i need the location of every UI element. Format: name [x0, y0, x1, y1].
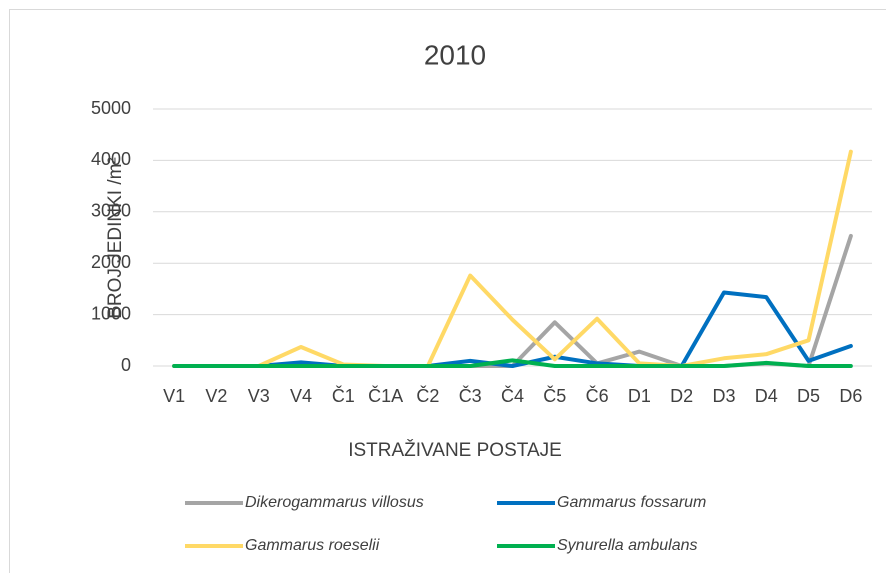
- x-tick-label: D5: [797, 386, 820, 406]
- chart-frame: [10, 10, 886, 574]
- x-tick-label: Č2: [416, 385, 439, 406]
- x-tick-label: Č6: [586, 385, 609, 406]
- legend-label: Dikerogammarus villosus: [245, 494, 424, 511]
- legend-label: Synurella ambulans: [557, 537, 698, 554]
- y-tick-label: 4000: [91, 149, 131, 169]
- x-tick-label: V3: [248, 386, 270, 406]
- x-tick-label: Č3: [459, 385, 482, 406]
- x-tick-label: V2: [205, 386, 227, 406]
- y-tick-label: 1000: [91, 303, 131, 323]
- x-tick-label: Č1A: [368, 385, 403, 406]
- legend-label: Gammarus roeselii: [245, 537, 380, 554]
- x-tick-label: Č5: [543, 385, 566, 406]
- x-tick-label: V1: [163, 386, 185, 406]
- x-tick-label: V4: [290, 386, 312, 406]
- x-tick-label: D6: [839, 386, 862, 406]
- x-tick-label: D1: [628, 386, 651, 406]
- x-axis-label: ISTRAŽIVANE POSTAJE: [348, 439, 562, 461]
- chart-title: 2010: [424, 39, 486, 70]
- x-tick-label: D3: [712, 386, 735, 406]
- y-tick-label: 2000: [91, 252, 131, 272]
- y-tick-label: 3000: [91, 201, 131, 221]
- x-tick-label: D4: [755, 386, 778, 406]
- y-axis-label: BROJ JEDINKI /m²: [105, 157, 126, 319]
- legend-label: Gammarus fossarum: [557, 494, 706, 511]
- x-tick-label: Č4: [501, 385, 524, 406]
- x-tick-label: Č1: [332, 385, 355, 406]
- y-tick-label: 5000: [91, 98, 131, 118]
- x-tick-label: D2: [670, 386, 693, 406]
- y-tick-label: 0: [121, 355, 131, 375]
